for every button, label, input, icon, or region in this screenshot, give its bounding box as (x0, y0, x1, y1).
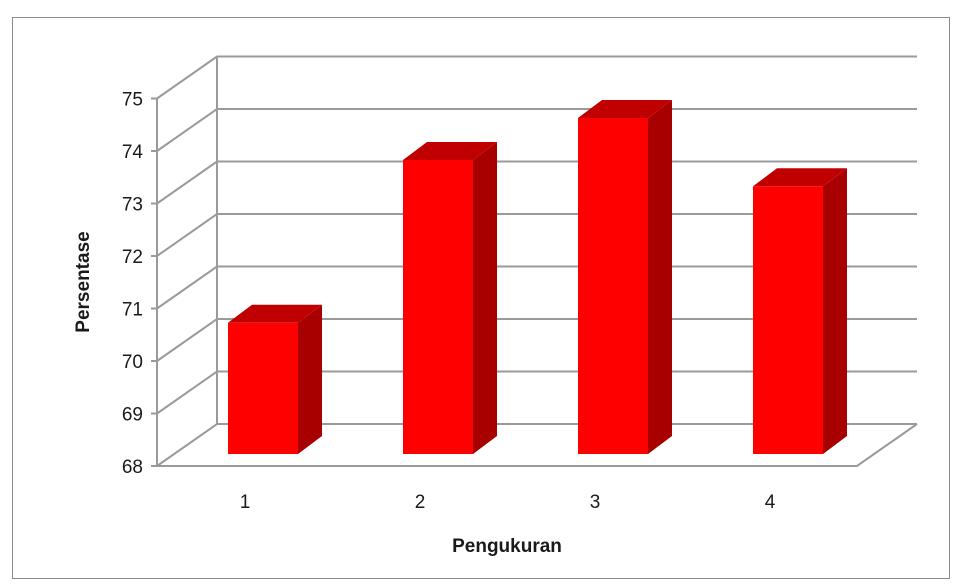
bar (578, 118, 648, 454)
gridlines (151, 55, 918, 467)
y-tick-labels: 68 69 70 71 72 73 74 75 (122, 90, 144, 479)
x-tick-label: 4 (765, 492, 776, 513)
bar (753, 186, 823, 454)
bar-side (648, 100, 672, 454)
y-tick-label: 75 (122, 90, 143, 111)
bars (228, 100, 847, 454)
y-tick-label: 74 (122, 142, 144, 163)
x-axis-title: Pengukuran (452, 536, 562, 557)
y-tick-label: 69 (122, 405, 143, 426)
floor-edge (157, 423, 918, 467)
gridline (156, 55, 917, 100)
bar-top (753, 168, 847, 187)
bar (228, 322, 298, 454)
bar-top (578, 100, 672, 118)
y-axis-title: Persentase (73, 231, 94, 332)
y-tick-label: 70 (122, 352, 143, 373)
x-tick-labels: 1 2 3 4 (240, 492, 776, 513)
gridline (156, 108, 917, 152)
bar (403, 160, 473, 454)
x-tick-label: 3 (590, 492, 601, 513)
x-tick-label: 2 (415, 492, 426, 513)
y-tick-label: 72 (122, 247, 143, 268)
bar-top (403, 142, 497, 160)
x-tick-label: 1 (240, 492, 251, 513)
bar-top (228, 304, 322, 323)
bar-side (298, 304, 322, 454)
bar-side (473, 142, 497, 454)
bar-side (823, 168, 847, 454)
y-tick-label: 71 (122, 300, 143, 321)
y-tick-label: 73 (122, 195, 143, 216)
y-tick-label: 68 (122, 457, 143, 478)
